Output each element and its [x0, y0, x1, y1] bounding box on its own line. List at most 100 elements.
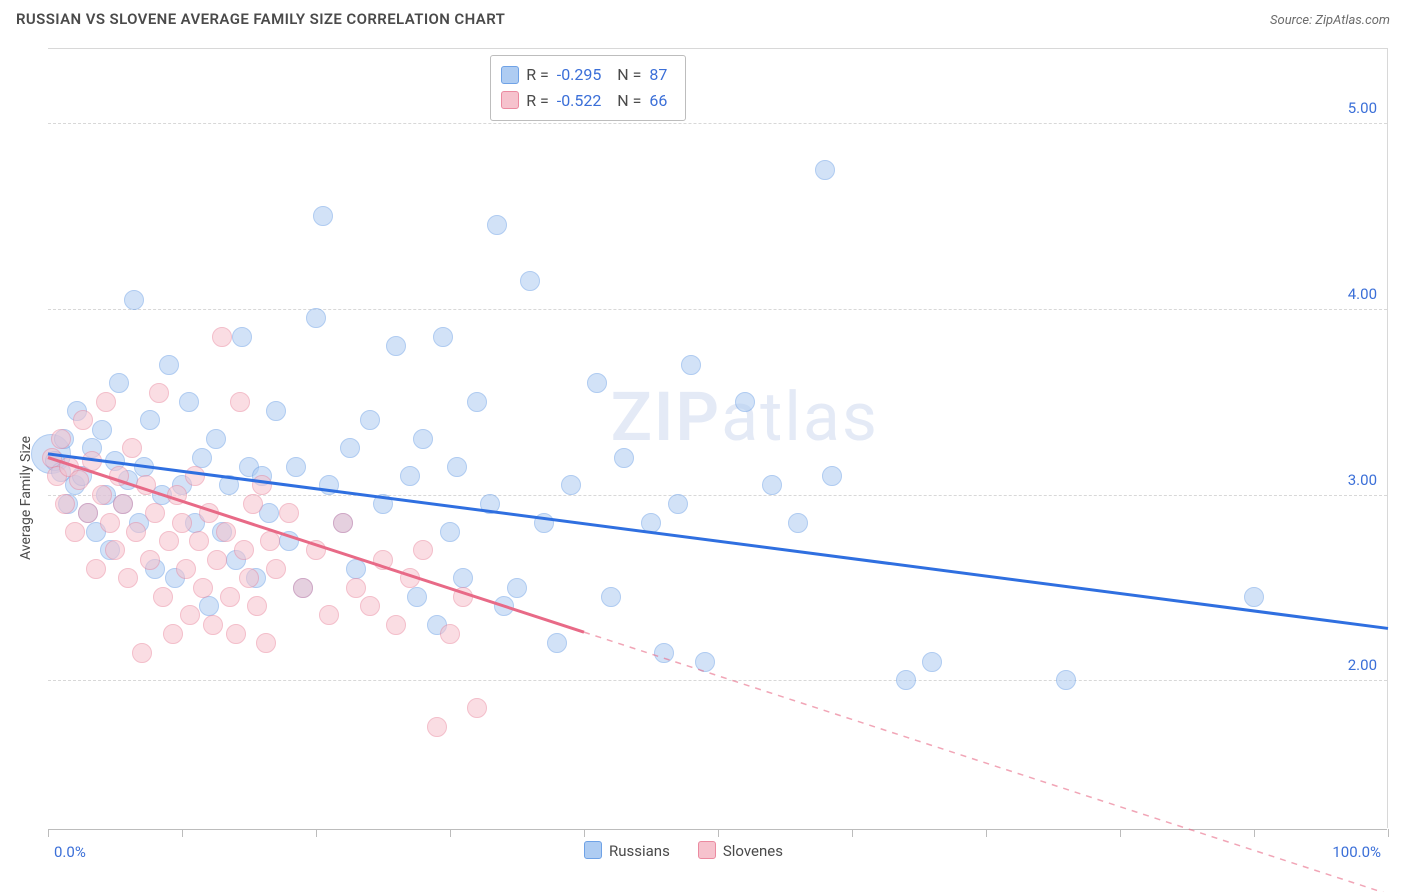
- data-point: [440, 624, 460, 644]
- trend-lines: [48, 49, 1388, 829]
- chart-title: RUSSIAN VS SLOVENE AVERAGE FAMILY SIZE C…: [16, 10, 505, 28]
- legend-swatch: [501, 91, 519, 109]
- data-point: [65, 522, 85, 542]
- data-point: [407, 587, 427, 607]
- data-point: [440, 522, 460, 542]
- data-point: [896, 670, 916, 690]
- data-point: [206, 429, 226, 449]
- x-tick: [316, 829, 317, 837]
- data-point: [192, 448, 212, 468]
- data-point: [179, 392, 199, 412]
- data-point: [51, 429, 71, 449]
- series-legend: Russians Slovenes: [584, 841, 783, 860]
- series-legend-item: Slovenes: [698, 841, 783, 860]
- data-point: [199, 503, 219, 523]
- data-point: [149, 383, 169, 403]
- x-tick: [986, 829, 987, 837]
- stats-legend-row: R = -0.295 N = 87: [501, 62, 671, 88]
- x-tick: [1254, 829, 1255, 837]
- data-point: [92, 420, 112, 440]
- data-point: [373, 550, 393, 570]
- data-point: [319, 475, 339, 495]
- data-point: [433, 327, 453, 347]
- data-point: [232, 327, 252, 347]
- data-point: [319, 605, 339, 625]
- data-point: [239, 568, 259, 588]
- x-tick: [48, 829, 49, 837]
- data-point: [266, 401, 286, 421]
- data-point: [96, 392, 116, 412]
- data-point: [193, 578, 213, 598]
- data-point: [427, 717, 447, 737]
- data-point: [124, 290, 144, 310]
- data-point: [256, 633, 276, 653]
- data-point: [447, 457, 467, 477]
- data-point: [82, 451, 102, 471]
- series-legend-label: Slovenes: [723, 842, 783, 860]
- data-point: [159, 355, 179, 375]
- data-point: [306, 308, 326, 328]
- data-point: [641, 513, 661, 533]
- data-point: [413, 540, 433, 560]
- data-point: [207, 550, 227, 570]
- data-point: [467, 392, 487, 412]
- data-point: [614, 448, 634, 468]
- y-tick-label: 5.00: [1348, 99, 1377, 117]
- data-point: [681, 355, 701, 375]
- data-point: [668, 494, 688, 514]
- data-point: [73, 410, 93, 430]
- x-tick: [1120, 829, 1121, 837]
- data-point: [109, 466, 129, 486]
- data-point: [220, 587, 240, 607]
- data-point: [279, 503, 299, 523]
- data-point: [487, 215, 507, 235]
- watermark: ZIPatlas: [611, 377, 879, 457]
- data-point: [735, 392, 755, 412]
- data-point: [145, 503, 165, 523]
- data-point: [266, 559, 286, 579]
- y-tick-label: 3.00: [1348, 471, 1377, 489]
- data-point: [346, 578, 366, 598]
- data-point: [453, 587, 473, 607]
- grid-line: [48, 123, 1387, 124]
- data-point: [306, 540, 326, 560]
- data-point: [260, 531, 280, 551]
- series-legend-label: Russians: [609, 842, 670, 860]
- data-point: [279, 531, 299, 551]
- data-point: [134, 457, 154, 477]
- x-tick: [450, 829, 451, 837]
- data-point: [140, 410, 160, 430]
- x-axis-min-label: 0.0%: [54, 843, 86, 861]
- data-point: [219, 475, 239, 495]
- source-label: Source: ZipAtlas.com: [1270, 13, 1390, 28]
- data-point: [822, 466, 842, 486]
- data-point: [453, 568, 473, 588]
- x-tick: [718, 829, 719, 837]
- data-point: [467, 698, 487, 718]
- data-point: [185, 466, 205, 486]
- data-point: [922, 652, 942, 672]
- data-point: [252, 475, 272, 495]
- data-point: [180, 605, 200, 625]
- grid-line: [48, 309, 1387, 310]
- data-point: [333, 513, 353, 533]
- data-point: [86, 559, 106, 579]
- data-point: [400, 466, 420, 486]
- data-point: [815, 160, 835, 180]
- data-point: [340, 438, 360, 458]
- data-point: [189, 531, 209, 551]
- x-tick: [584, 829, 585, 837]
- data-point: [243, 494, 263, 514]
- data-point: [163, 624, 183, 644]
- data-point: [136, 475, 156, 495]
- data-point: [400, 568, 420, 588]
- data-point: [226, 624, 246, 644]
- legend-swatch: [501, 66, 519, 84]
- data-point: [78, 503, 98, 523]
- data-point: [122, 438, 142, 458]
- data-point: [561, 475, 581, 495]
- data-point: [113, 494, 133, 514]
- stats-legend-row: R = -0.522 N = 66: [501, 88, 671, 114]
- data-point: [480, 494, 500, 514]
- x-tick: [182, 829, 183, 837]
